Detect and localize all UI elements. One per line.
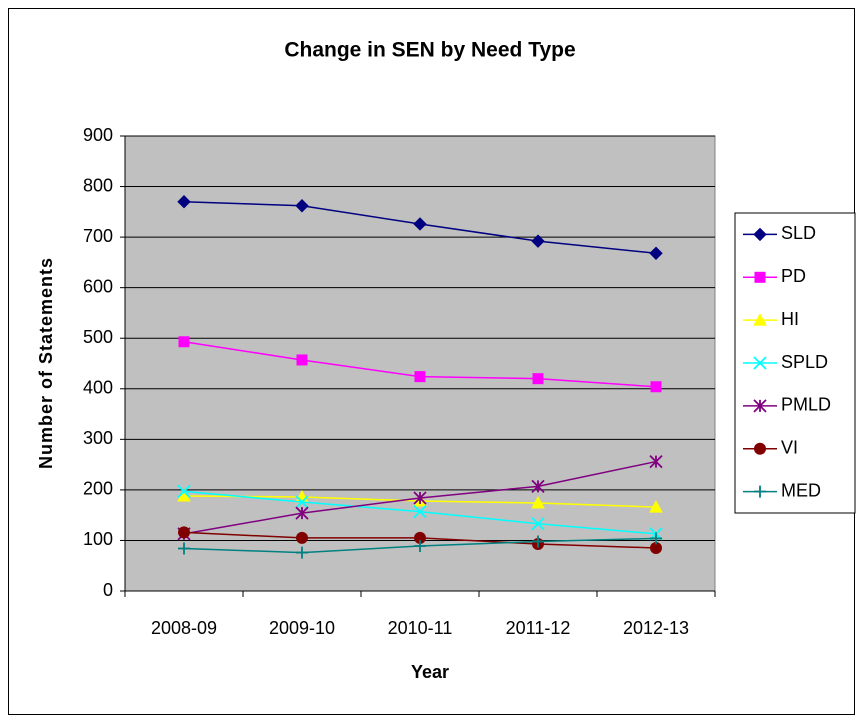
legend-label: PMLD: [781, 395, 831, 415]
marker: [296, 546, 308, 559]
legend-label: VI: [781, 437, 798, 457]
marker: [754, 442, 766, 455]
chart-title: Change in SEN by Need Type: [284, 39, 575, 62]
marker: [178, 526, 190, 539]
marker: [753, 227, 767, 242]
y-tick-label: 100: [83, 529, 113, 549]
marker: [295, 506, 309, 520]
y-tick-label: 300: [83, 428, 113, 448]
y-tick-label: 200: [83, 479, 113, 499]
marker: [754, 271, 766, 283]
y-tick-label: 400: [83, 378, 113, 398]
marker: [178, 542, 190, 555]
marker: [649, 500, 663, 513]
legend-label: SPLD: [781, 352, 828, 372]
marker: [414, 540, 426, 553]
y-tick-label: 600: [83, 276, 113, 296]
legend-label: PD: [781, 266, 806, 286]
marker: [413, 491, 427, 505]
x-tick-label: 2008-09: [151, 618, 217, 638]
marker: [531, 495, 545, 509]
marker: [754, 485, 766, 498]
x-tick-label: 2009-10: [269, 618, 335, 638]
marker: [753, 356, 767, 370]
plot-area: [124, 135, 716, 592]
marker: [532, 373, 544, 385]
marker: [414, 371, 426, 383]
marker: [413, 217, 427, 231]
marker: [413, 504, 427, 519]
marker: [650, 532, 662, 545]
marker: [753, 313, 767, 326]
legend-label: MED: [781, 480, 821, 500]
marker: [531, 479, 545, 493]
marker: [177, 484, 191, 499]
marker: [531, 234, 545, 248]
x-tick-label: 2011-12: [506, 618, 571, 638]
marker: [649, 246, 663, 260]
marker: [649, 454, 663, 469]
marker: [295, 199, 309, 213]
marker: [531, 517, 545, 531]
marker: [296, 354, 308, 366]
legend-label: HI: [781, 309, 799, 329]
y-axis-label: Number of Statements: [36, 257, 56, 469]
marker: [295, 495, 309, 509]
marker: [178, 336, 190, 348]
y-tick-label: 700: [83, 226, 113, 246]
y-tick-label: 900: [83, 125, 113, 145]
marker: [650, 381, 662, 393]
x-tick-label: 2010-11: [388, 618, 453, 638]
y-tick-label: 500: [83, 327, 113, 347]
marker: [296, 531, 308, 544]
marker: [753, 399, 767, 413]
legend-label: SLD: [781, 223, 816, 243]
y-tick-label: 800: [83, 175, 113, 195]
marker: [177, 195, 191, 209]
y-tick-label: 0: [103, 580, 113, 600]
x-axis-label: Year: [411, 662, 449, 682]
marker: [532, 535, 544, 548]
x-tick-label: 2012-13: [623, 618, 689, 638]
